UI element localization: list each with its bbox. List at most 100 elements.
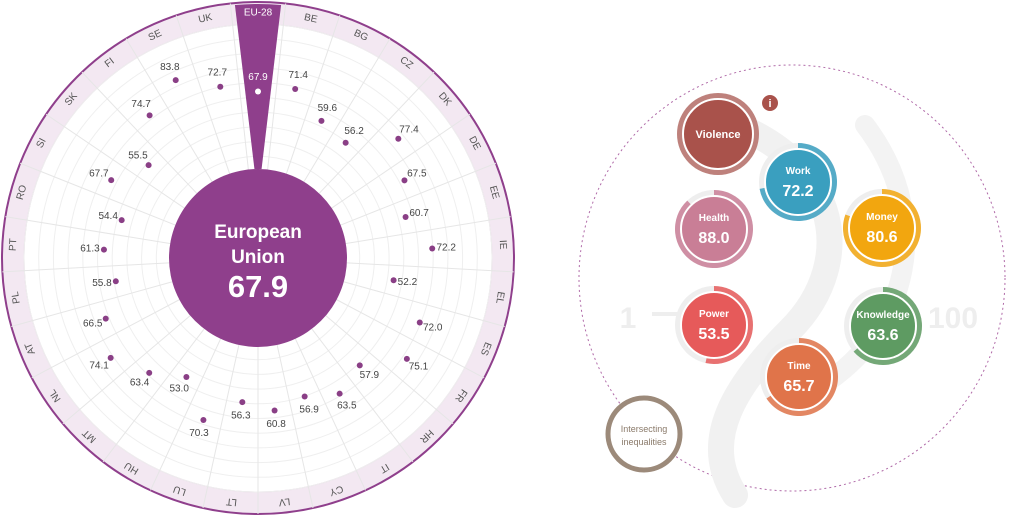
grid-spoke [202, 342, 240, 509]
data-point-ie[interactable] [429, 245, 436, 252]
data-point-ee[interactable] [402, 214, 409, 221]
domain-knowledge[interactable]: Knowledge 63.6 [844, 287, 922, 365]
domain-name-work: Work [786, 166, 811, 177]
country-label-cy[interactable]: CY [328, 483, 345, 498]
value-label-be: 71.4 [288, 70, 308, 81]
data-point-lt[interactable] [239, 399, 246, 406]
domain-bubble-knowledge [849, 292, 917, 360]
domain-health[interactable]: Health 88.0 [675, 190, 754, 268]
country-label-eu-28[interactable]: EU-28 [244, 8, 273, 19]
data-point-fi[interactable] [146, 112, 153, 119]
country-label-be[interactable]: BE [303, 12, 319, 26]
data-point-nl[interactable] [107, 354, 114, 361]
value-label-fr: 75.1 [409, 361, 429, 372]
value-label-ie: 72.2 [436, 242, 456, 253]
value-label-lv: 60.8 [266, 419, 286, 430]
value-label-cz: 56.2 [344, 126, 364, 137]
domain-violence[interactable]: Violence [677, 93, 759, 175]
grid-spoke [302, 38, 391, 184]
grid-spoke [229, 3, 250, 172]
domain-work[interactable]: Work 72.2 [759, 143, 838, 221]
country-radial-chart: EuropeanUnion67.9EU-2867.9BE71.4BG59.6CZ… [1, 1, 515, 515]
center-title-line1: European [214, 222, 302, 243]
data-point-mt[interactable] [146, 369, 153, 376]
value-label-bg: 59.6 [318, 103, 338, 114]
country-label-es[interactable]: ES [478, 340, 493, 357]
value-label-lt: 56.3 [231, 411, 251, 422]
intersecting-ring [605, 395, 683, 473]
country-label-at[interactable]: AT [23, 341, 38, 356]
country-label-pt[interactable]: PT [8, 238, 20, 251]
eu-highlight-wedge [234, 4, 282, 170]
grid-spoke [276, 342, 314, 509]
scale-max-label: 100 [928, 302, 978, 335]
data-point-dk[interactable] [395, 135, 402, 142]
data-point-hr[interactable] [356, 362, 363, 369]
intersecting-inequalities-button[interactable]: Intersecting inequalities [605, 395, 683, 473]
country-label-lt[interactable]: LT [225, 495, 237, 507]
value-label-ee: 60.7 [409, 208, 429, 219]
value-label-lu: 70.3 [189, 428, 209, 439]
data-point-cy[interactable] [301, 393, 308, 400]
data-point-uk[interactable] [217, 83, 224, 90]
domain-bubble-health [680, 195, 748, 263]
domain-value-power: 53.5 [698, 326, 729, 343]
domain-value-money: 80.6 [866, 229, 897, 246]
country-label-ro[interactable]: RO [15, 184, 30, 202]
data-point-lu[interactable] [200, 417, 207, 424]
data-point-it[interactable] [336, 390, 343, 397]
data-point-pt[interactable] [100, 246, 107, 253]
country-label-si[interactable]: SI [35, 137, 49, 151]
data-point-hu[interactable] [183, 374, 190, 381]
data-point-lv[interactable] [271, 407, 278, 414]
domain-time[interactable]: Time 65.7 [760, 338, 838, 417]
value-label-es: 72.0 [423, 322, 443, 333]
data-point-si[interactable] [108, 177, 115, 184]
data-point-pl[interactable] [112, 278, 119, 285]
domain-bubble-time [765, 343, 833, 411]
domain-bubble-work [764, 148, 832, 216]
domain-money[interactable]: Money 80.6 [843, 189, 921, 267]
info-icon-circle [762, 95, 778, 111]
data-point-ro[interactable] [118, 217, 125, 224]
data-point-at[interactable] [102, 315, 109, 322]
country-label-lu[interactable]: LU [172, 483, 188, 498]
domain-power[interactable]: Power 53.5 [675, 286, 753, 364]
country-label-el[interactable]: EL [493, 291, 506, 305]
domain-name-violence: Violence [695, 129, 740, 141]
data-point-el[interactable] [390, 277, 397, 284]
data-point-es[interactable] [416, 319, 423, 326]
value-label-hu: 53.0 [169, 384, 189, 395]
country-label-se[interactable]: SE [147, 28, 164, 44]
value-label-de: 67.5 [407, 168, 427, 179]
data-point-eu-28[interactable] [255, 88, 261, 95]
grid-spoke [341, 280, 505, 327]
data-point-de[interactable] [401, 177, 408, 184]
grid-spoke [323, 313, 454, 425]
data-point-be[interactable] [292, 86, 299, 93]
domain-name-health: Health [699, 213, 730, 224]
country-label-lv[interactable]: LV [278, 495, 291, 507]
data-point-sk[interactable] [145, 162, 152, 169]
info-icon-glyph: i [768, 98, 771, 110]
data-point-cz[interactable] [342, 139, 349, 146]
info-icon[interactable]: i [762, 95, 778, 111]
value-label-el: 52.2 [398, 277, 418, 288]
grid-spoke [294, 336, 366, 491]
country-label-pl[interactable]: PL [10, 290, 23, 304]
data-point-se[interactable] [172, 77, 179, 84]
value-label-se: 83.8 [160, 62, 180, 73]
country-label-uk[interactable]: UK [197, 12, 213, 26]
grid-spoke [343, 216, 511, 245]
grid-spoke [266, 3, 287, 172]
grid-spoke [45, 113, 187, 210]
country-label-ie[interactable]: IE [497, 240, 509, 250]
value-label-ro: 54.4 [98, 211, 118, 222]
data-point-fr[interactable] [403, 355, 410, 362]
grid-spoke [317, 71, 435, 196]
data-point-bg[interactable] [318, 117, 325, 124]
country-label-ee[interactable]: EE [487, 185, 501, 201]
grid-spoke [62, 313, 193, 425]
grid-spoke [334, 298, 485, 379]
domain-bubble-violence [682, 98, 754, 170]
